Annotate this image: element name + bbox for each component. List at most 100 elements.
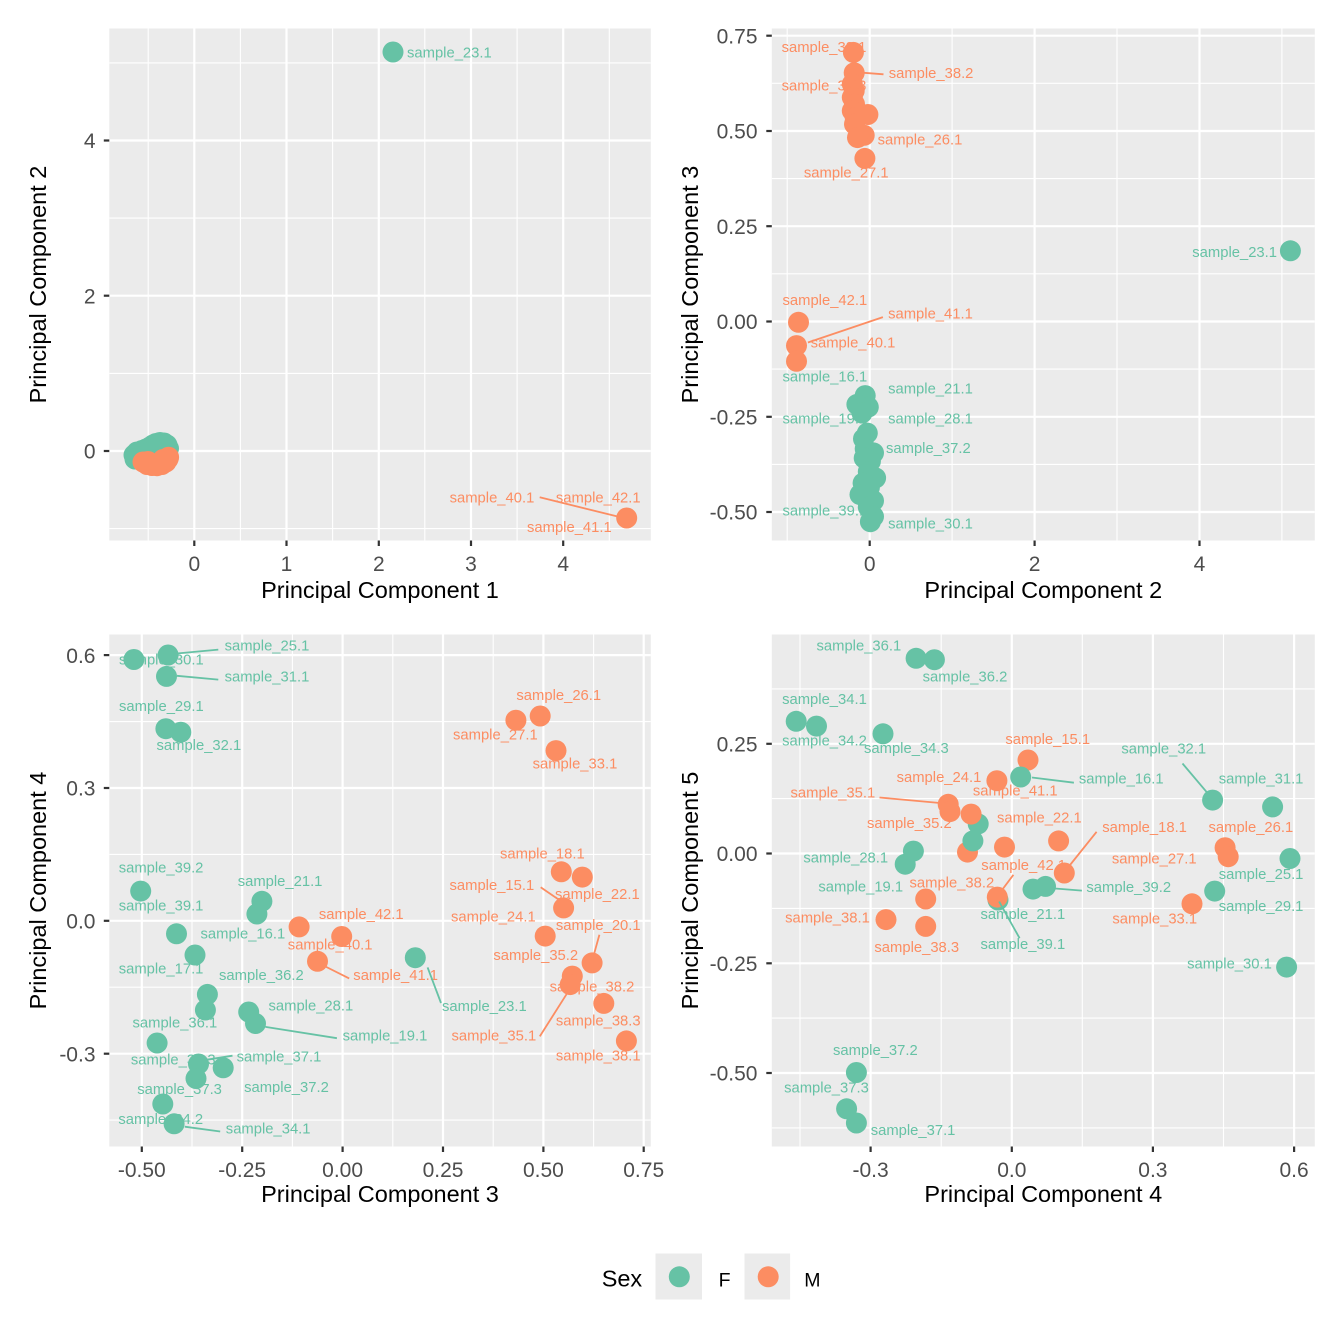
svg-text:sample_26.1: sample_26.1 [516,688,601,704]
svg-text:-0.3: -0.3 [59,1043,95,1066]
svg-text:3: 3 [465,553,477,576]
svg-text:sample_16.1: sample_16.1 [201,927,286,943]
svg-text:sample_39.2: sample_39.2 [1086,880,1171,896]
svg-text:sample_15.1: sample_15.1 [450,878,535,894]
svg-text:0.50: 0.50 [523,1159,564,1182]
svg-text:-0.25: -0.25 [218,1159,266,1182]
svg-text:0.0: 0.0 [66,911,95,934]
svg-text:Principal Component 1: Principal Component 1 [261,577,499,603]
svg-text:0: 0 [864,553,876,576]
svg-text:sample_33.1: sample_33.1 [533,757,618,773]
svg-text:Principal Component 3: Principal Component 3 [677,166,703,404]
svg-text:sample_28.1: sample_28.1 [803,851,888,867]
svg-text:sample_16.1: sample_16.1 [783,370,868,386]
svg-text:Principal Component 4: Principal Component 4 [25,772,51,1010]
svg-text:sample_22.1: sample_22.1 [997,811,1082,827]
svg-text:sample_26.1: sample_26.1 [1209,820,1294,836]
svg-text:sample_18.1: sample_18.1 [500,847,585,863]
svg-text:sample_32.1: sample_32.1 [157,738,242,754]
svg-text:sample_30.1: sample_30.1 [888,516,973,532]
svg-text:sample_19.1: sample_19.1 [818,880,903,896]
svg-text:sample_32.1: sample_32.1 [1121,741,1206,757]
svg-text:0: 0 [188,553,200,576]
svg-text:0.00: 0.00 [717,843,758,866]
svg-text:sample_40.1: sample_40.1 [811,336,896,352]
svg-text:sample_27.1: sample_27.1 [453,727,538,743]
svg-text:sample_24.1: sample_24.1 [897,770,982,786]
svg-text:sample_16.1: sample_16.1 [1079,772,1164,788]
svg-text:sample_37.1: sample_37.1 [237,1050,322,1066]
svg-text:sample_38.3: sample_38.3 [556,1014,641,1030]
svg-text:-0.50: -0.50 [710,502,758,525]
svg-text:sample_39.1: sample_39.1 [783,503,868,519]
svg-text:sample_34.1: sample_34.1 [782,692,867,708]
svg-text:4: 4 [84,130,96,153]
svg-text:sample_42.1: sample_42.1 [783,293,868,309]
svg-text:sample_27.1: sample_27.1 [1112,852,1197,868]
svg-text:sample_35.2: sample_35.2 [493,948,578,964]
svg-text:sample_42.1: sample_42.1 [556,490,641,506]
svg-text:sample_42.1: sample_42.1 [319,907,404,923]
svg-text:sample_23.1: sample_23.1 [1192,245,1277,261]
svg-text:0.00: 0.00 [322,1159,363,1182]
svg-text:sample_31.1: sample_31.1 [225,669,310,685]
svg-text:sample_21.1: sample_21.1 [981,907,1066,923]
svg-text:sample_26.1: sample_26.1 [878,133,963,149]
svg-text:sample_23.1: sample_23.1 [407,46,492,62]
svg-text:Principal Component 3: Principal Component 3 [261,1181,499,1207]
svg-text:0.75: 0.75 [717,25,758,48]
svg-text:-0.50: -0.50 [118,1159,166,1182]
svg-text:sample_37.2: sample_37.2 [833,1043,918,1059]
svg-text:-0.25: -0.25 [710,407,758,430]
svg-text:0.75: 0.75 [623,1159,664,1182]
svg-text:sample_30.1: sample_30.1 [1187,957,1272,973]
svg-text:-0.3: -0.3 [853,1159,889,1182]
svg-text:0.25: 0.25 [423,1159,464,1182]
svg-text:sample_36.1: sample_36.1 [817,639,902,655]
svg-text:sample_27.1: sample_27.1 [804,166,889,182]
svg-text:sample_34.2: sample_34.2 [782,733,867,749]
svg-text:sample_21.1: sample_21.1 [888,382,973,398]
svg-text:0.25: 0.25 [717,734,758,757]
svg-text:F: F [719,1269,731,1291]
svg-text:sample_40.1: sample_40.1 [450,490,535,506]
svg-text:M: M [804,1269,820,1291]
svg-text:Principal Component 4: Principal Component 4 [924,1181,1162,1207]
svg-text:sample_39.2: sample_39.2 [119,860,204,876]
svg-text:sample_29.1: sample_29.1 [1219,899,1304,915]
svg-text:sample_39.1: sample_39.1 [981,937,1066,953]
svg-text:sample_38.2: sample_38.2 [910,876,995,892]
svg-text:sample_25.1: sample_25.1 [225,639,310,655]
svg-text:4: 4 [557,553,569,576]
svg-text:sample_31.1: sample_31.1 [1219,772,1304,788]
svg-text:0.3: 0.3 [1138,1159,1167,1182]
svg-text:2: 2 [373,553,385,576]
svg-text:sample_38.1: sample_38.1 [556,1049,641,1065]
svg-text:sample_36.1: sample_36.1 [133,1016,218,1032]
svg-text:sample_22.1: sample_22.1 [555,887,640,903]
svg-text:0.00: 0.00 [717,311,758,334]
svg-text:0: 0 [84,441,96,464]
svg-text:sample_18.1: sample_18.1 [1102,820,1187,836]
svg-text:sample_24.1: sample_24.1 [451,909,536,925]
svg-text:sample_19.1: sample_19.1 [783,411,868,427]
svg-text:sample_38.2: sample_38.2 [889,66,974,82]
svg-text:sample_15.1: sample_15.1 [1005,732,1090,748]
svg-text:sample_37.1: sample_37.1 [871,1123,956,1139]
svg-text:sample_23.1: sample_23.1 [442,999,527,1015]
svg-text:sample_19.1: sample_19.1 [343,1028,428,1044]
svg-text:sample_37.3: sample_37.3 [137,1082,222,1098]
svg-text:1: 1 [281,553,293,576]
svg-text:sample_34.3: sample_34.3 [864,741,949,757]
svg-text:sample_38.1: sample_38.1 [785,911,870,927]
svg-text:0.3: 0.3 [66,778,95,801]
svg-text:Principal Component 5: Principal Component 5 [677,772,703,1010]
svg-text:4: 4 [1194,553,1206,576]
svg-text:0.6: 0.6 [1279,1159,1308,1182]
svg-text:Sex: Sex [602,1265,643,1291]
svg-text:sample_17.1: sample_17.1 [119,961,204,977]
svg-text:sample_25.1: sample_25.1 [1219,867,1304,883]
svg-text:sample_38.3: sample_38.3 [874,940,959,956]
svg-text:sample_36.2: sample_36.2 [923,670,1008,686]
svg-text:0.0: 0.0 [997,1159,1026,1182]
